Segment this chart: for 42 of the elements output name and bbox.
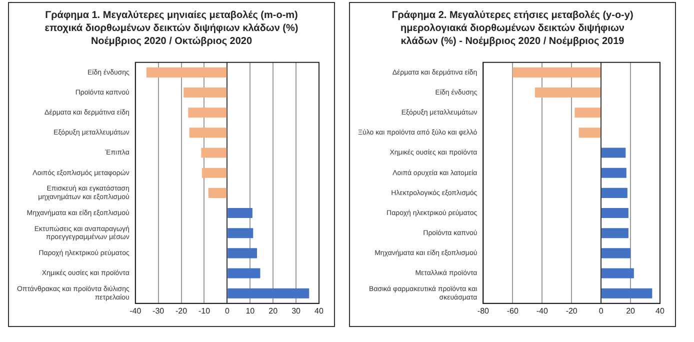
x-tick-label: 30 — [292, 306, 302, 316]
x-tick-label: -30 — [152, 306, 165, 316]
bar — [602, 268, 634, 278]
x-tick-label: 0 — [224, 306, 230, 316]
x-tick-label: -40 — [130, 306, 142, 316]
x-tick-label: -20 — [566, 306, 578, 316]
x-tick-label: 20 — [268, 306, 278, 316]
x-tick-label: 20 — [626, 306, 636, 316]
bar — [189, 128, 227, 138]
bar — [602, 188, 628, 198]
chart-title: Γράφημα 2. Μεγαλύτερες ετήσιες μεταβολές (y-o-y) ημερολογιακά διορθωμένων δεικτών διψήφιων κλάδων (%) - Νοέμβριος 2020 / Νοέμβριος 2019 — [390, 9, 634, 48]
x-tick-label: 10 — [246, 306, 256, 316]
bar — [602, 208, 628, 218]
bar — [208, 188, 227, 198]
bar — [574, 108, 601, 118]
bar — [146, 67, 227, 78]
x-tick-label: -20 — [176, 306, 188, 316]
x-tick-label: 40 — [656, 306, 665, 316]
bar — [602, 228, 628, 238]
bar — [201, 148, 227, 158]
bar — [188, 108, 227, 118]
bar — [602, 248, 631, 258]
bar — [202, 168, 227, 178]
bar — [534, 88, 601, 98]
bar — [578, 128, 601, 138]
bar — [228, 288, 310, 298]
x-tick-label: 0 — [598, 306, 604, 316]
bar — [228, 208, 252, 218]
bar — [602, 288, 652, 298]
bar — [228, 248, 258, 258]
bar — [228, 268, 260, 278]
x-tick-label: -10 — [198, 306, 211, 316]
x-tick-label: 40 — [314, 306, 324, 316]
bar — [228, 228, 254, 238]
bar — [184, 88, 227, 98]
chart-title: Γράφημα 1. Μεγαλύτερες μηνιαίες μεταβολές (m-o-m) εποχικά διορθωμένων δεικτών διψήφιων κλάδων (%) Νοέμβριος 2020 / Οκτώβριος 2020 — [44, 9, 300, 48]
x-tick-label: -80 — [477, 306, 490, 316]
bar — [602, 148, 626, 158]
x-tick-label: -40 — [536, 306, 548, 316]
x-tick-label: -60 — [506, 306, 519, 316]
bar — [602, 168, 626, 178]
bar — [512, 67, 601, 78]
